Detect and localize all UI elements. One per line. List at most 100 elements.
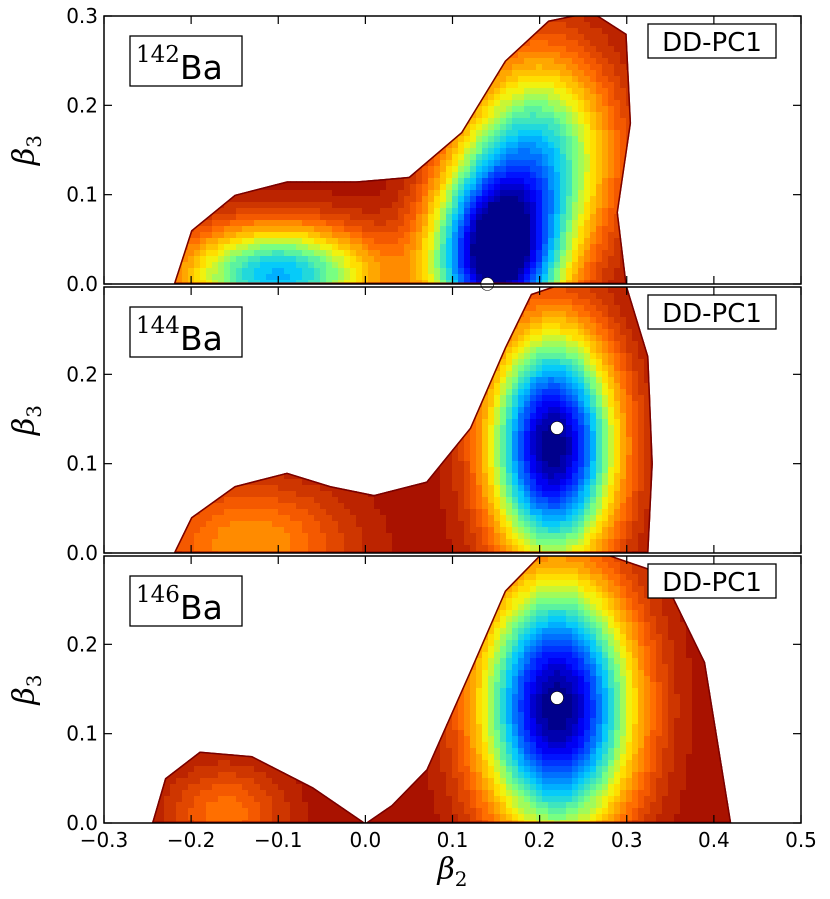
contour-cell (782, 16, 789, 23)
contour-cell (380, 46, 387, 53)
contour-cell (188, 136, 195, 143)
contour-cell (662, 190, 669, 197)
contour-cell (218, 232, 225, 239)
contour-cell (512, 154, 519, 161)
contour-cell (710, 202, 717, 209)
contour-cell (176, 16, 183, 23)
contour-cell (356, 64, 363, 71)
contour-cell (314, 52, 321, 59)
contour-cell (416, 178, 423, 185)
contour-cell (506, 202, 513, 209)
contour-cell (614, 256, 621, 263)
contour-cell (266, 124, 273, 131)
contour-cell (698, 184, 705, 191)
contour-cell (506, 262, 513, 269)
contour-cell (794, 82, 801, 89)
contour-cell (458, 22, 465, 29)
contour-cell (308, 160, 315, 167)
contour-cell (788, 154, 795, 161)
contour-cell (560, 106, 567, 113)
contour-cell (374, 160, 381, 167)
contour-cell (482, 82, 489, 89)
contour-cell (344, 256, 351, 263)
contour-cell (236, 172, 243, 179)
contour-cell (500, 154, 507, 161)
contour-cell (152, 142, 159, 149)
contour-cell (614, 202, 621, 209)
contour-cell (122, 124, 129, 131)
contour-cell (788, 244, 795, 251)
contour-cell (596, 190, 603, 197)
contour-cell (254, 52, 261, 59)
contour-cell (692, 64, 699, 71)
contour-cell (776, 58, 783, 65)
contour-cell (782, 40, 789, 47)
contour-cell (344, 214, 351, 221)
contour-cell (128, 172, 135, 179)
contour-cell (614, 52, 621, 59)
contour-cell (110, 94, 117, 101)
contour-cell (104, 262, 111, 269)
contour-cell (494, 46, 501, 53)
contour-cell (254, 232, 261, 239)
contour-cell (446, 220, 453, 227)
contour-cell (446, 58, 453, 65)
contour-cell (260, 232, 267, 239)
contour-cell (590, 190, 597, 197)
contour-cell (422, 196, 429, 203)
contour-cell (392, 118, 399, 125)
contour-cell (224, 166, 231, 173)
contour-cell (344, 196, 351, 203)
contour-cell (530, 130, 537, 137)
contour-cell (362, 124, 369, 131)
contour-cell (548, 64, 555, 71)
contour-cell (254, 160, 261, 167)
contour-cell (752, 238, 759, 245)
contour-cell (314, 58, 321, 65)
contour-cell (404, 226, 411, 233)
contour-cell (146, 184, 153, 191)
contour-cell (146, 160, 153, 167)
contour-cell (518, 64, 525, 71)
contour-cell (356, 214, 363, 221)
contour-cell (464, 220, 471, 227)
contour-cell (536, 112, 543, 119)
contour-cell (614, 226, 621, 233)
contour-cell (350, 64, 357, 71)
contour-cell (776, 136, 783, 143)
contour-cell (644, 208, 651, 215)
contour-cell (362, 244, 369, 251)
contour-cell (644, 130, 651, 137)
contour-cell (266, 178, 273, 185)
contour-cell (794, 154, 801, 161)
contour-cell (242, 16, 249, 23)
contour-cell (224, 112, 231, 119)
contour-cell (674, 184, 681, 191)
contour-cell (428, 124, 435, 131)
contour-cell (236, 220, 243, 227)
contour-cell (374, 226, 381, 233)
contour-cell (368, 172, 375, 179)
contour-cell (668, 70, 675, 77)
contour-cell (722, 172, 729, 179)
contour-cell (548, 76, 555, 83)
contour-cell (284, 100, 291, 107)
contour-cell (158, 88, 165, 95)
contour-cell (164, 226, 171, 233)
contour-cell (176, 148, 183, 155)
contour-cell (650, 88, 657, 95)
contour-cell (512, 136, 519, 143)
contour-cell (722, 256, 729, 263)
contour-cell (242, 22, 249, 29)
contour-cell (266, 196, 273, 203)
contour-cell (248, 130, 255, 137)
contour-cell (584, 40, 591, 47)
contour-cell (320, 124, 327, 131)
contour-cell (254, 58, 261, 65)
contour-cell (416, 130, 423, 137)
contour-cell (626, 214, 632, 221)
contour-cell (638, 154, 645, 161)
contour-cell (740, 118, 747, 125)
contour-cell (494, 166, 501, 173)
contour-cell (674, 244, 681, 251)
